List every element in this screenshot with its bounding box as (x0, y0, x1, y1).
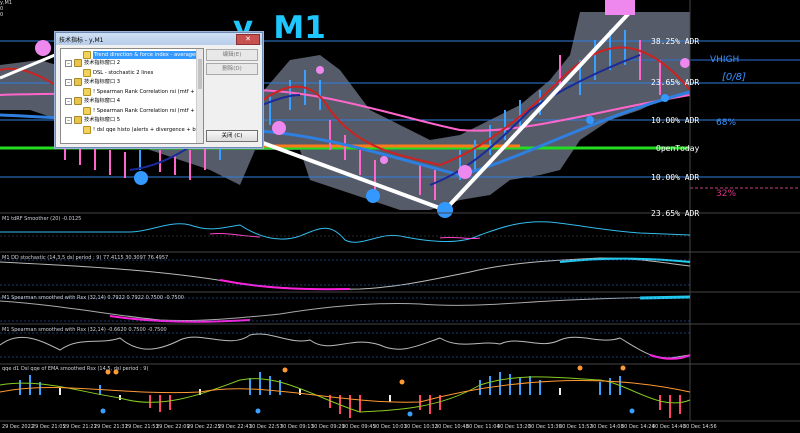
adr-38-label: 38.25% ADR (651, 37, 700, 46)
scrollbar-thumb[interactable] (198, 59, 202, 89)
murrey-label: [0/8] (722, 72, 746, 83)
adr-10b-label: 10.00% ADR (651, 173, 700, 182)
channel-cloud (0, 12, 690, 210)
folder-icon (74, 97, 82, 105)
indicator-icon (83, 107, 91, 115)
panel-title: M1 Spearman smoothed with Rsx (32,14) 0.… (2, 295, 184, 301)
time-axis: 29 Dec 2022 29 Dec 21:05 29 Dec 21:21 29… (0, 422, 717, 433)
panel-title: qqe d1 Dsl qqe of EMA smoothed Rsx (14,5… (2, 366, 149, 372)
tree-item-indicator[interactable]: ! dsl qqe histo (alerts + divergence + b… (83, 126, 201, 134)
spearman-line-1 (0, 296, 691, 322)
time-label: 30 Dec 14:24 (621, 424, 655, 430)
expand-icon[interactable]: − (65, 59, 72, 67)
corner-title: y,M1 (0, 0, 13, 6)
pct-68-label: 68% (716, 118, 737, 128)
dialog-titlebar[interactable]: 技术指标 - y,M1 ✕ (56, 33, 262, 45)
qqe-histogram (19, 372, 681, 418)
time-label: 30 Dec 13:20 (497, 424, 531, 430)
time-label: 30 Dec 09:13 (280, 424, 314, 430)
edit-button[interactable]: 编辑(E) (206, 49, 258, 61)
dialog-title: 技术指标 - y,M1 (59, 36, 104, 44)
time-label: 30 Dec 14:56 (683, 424, 717, 430)
tree-item-indicator[interactable]: Trend direction & force index - averages (83, 51, 199, 59)
time-label: 30 Dec 10:01 (373, 424, 407, 430)
close-button[interactable]: 关闭 (C) (206, 130, 258, 142)
panel-title: M1 tdRF Smoother (20) -0.0125 (2, 216, 82, 222)
time-label: 30 Dec 13:36 (528, 424, 562, 430)
time-label: 30 Dec 22:57 (249, 424, 283, 430)
time-label: 30 Dec 14:40 (652, 424, 686, 430)
adr-23-label: 23.65% ADR (651, 78, 700, 87)
time-label: 30 Dec 09:45 (342, 424, 376, 430)
delete-button[interactable]: 删除(D) (206, 63, 258, 75)
corner-value: 0 (0, 6, 4, 12)
qqe-line (0, 376, 691, 413)
folder-icon (74, 59, 82, 67)
time-label: 30 Dec 10:32 (404, 424, 438, 430)
panel-separators (0, 0, 800, 422)
indicator-tree[interactable]: Trend direction & force index - averages… (60, 48, 204, 144)
vhigh-label: VHIGH (710, 55, 740, 65)
corner-info: y,M1 0 0 (0, 0, 12, 18)
time-label: 30 Dec 11:04 (466, 424, 500, 430)
adr-10-label: 10.00% ADR (651, 116, 700, 125)
tree-item-folder[interactable]: − 技术指标窗口 4 (65, 97, 121, 105)
folder-icon (74, 78, 82, 86)
time-label: 29 Dec 21:21 (63, 424, 97, 430)
tree-item-indicator[interactable]: DSL - stochastic 2 lines (83, 69, 153, 77)
spearman-line-2 (0, 333, 691, 359)
panel-title: M1 DD stochastic (14,3,5 dsl period : 9)… (2, 255, 169, 261)
top-highlight (605, 0, 635, 15)
time-label: 29 Dec 21:53 (125, 424, 159, 430)
expand-icon[interactable]: − (65, 78, 72, 86)
tree-scrollbar[interactable] (196, 49, 203, 143)
time-label: 30 Dec 09:29 (311, 424, 345, 430)
tree-item-folder[interactable]: − 技术指标窗口 2 (65, 59, 121, 67)
time-label: 30 Dec 10:48 (435, 424, 469, 430)
indicator-icon (83, 51, 91, 59)
open-today-label: OpenToday (656, 144, 700, 153)
time-label: 29 Dec 22:09 (156, 424, 190, 430)
adr-23b-label: 23.65% ADR (651, 209, 700, 218)
corner-value: 0 (0, 12, 4, 18)
time-label: 29 Dec 22:25 (187, 424, 221, 430)
folder-icon (74, 116, 82, 124)
time-label: 30 Dec 13:52 (559, 424, 593, 430)
panel-title: M1 Spearman smoothed with Rsx (32,14) -0… (2, 327, 167, 333)
close-icon[interactable]: ✕ (236, 34, 260, 45)
qqe-arrows (105, 365, 626, 385)
indicator-icon (83, 126, 91, 134)
indicator-icon (83, 88, 91, 96)
tree-item-indicator[interactable]: ! Spearman Rank Correlation rsi (mtf + a… (83, 107, 202, 115)
candles (64, 30, 661, 200)
stoch-line (0, 257, 691, 290)
indicator-icon (83, 69, 91, 77)
expand-icon[interactable]: − (65, 97, 72, 105)
time-label: 29 Dec 21:37 (94, 424, 128, 430)
indicators-dialog[interactable]: 技术指标 - y,M1 ✕ Trend direction & force in… (55, 32, 263, 148)
expand-icon[interactable]: − (65, 116, 72, 124)
tree-item-folder[interactable]: − 技术指标窗口 5 (65, 116, 121, 124)
tree-item-indicator[interactable]: ! Spearman Rank Correlation rsi (mtf + a… (83, 88, 202, 96)
tree-item-folder[interactable]: − 技术指标窗口 3 (65, 78, 121, 86)
time-label: 30 Dec 14:08 (590, 424, 624, 430)
pct-32-label: 32% (716, 189, 737, 199)
time-label: 29 Dec 22:41 (218, 424, 252, 430)
time-label: 29 Dec 21:05 (32, 424, 66, 430)
tdrf-line (0, 221, 691, 243)
time-label: 29 Dec 2022 (2, 424, 34, 430)
